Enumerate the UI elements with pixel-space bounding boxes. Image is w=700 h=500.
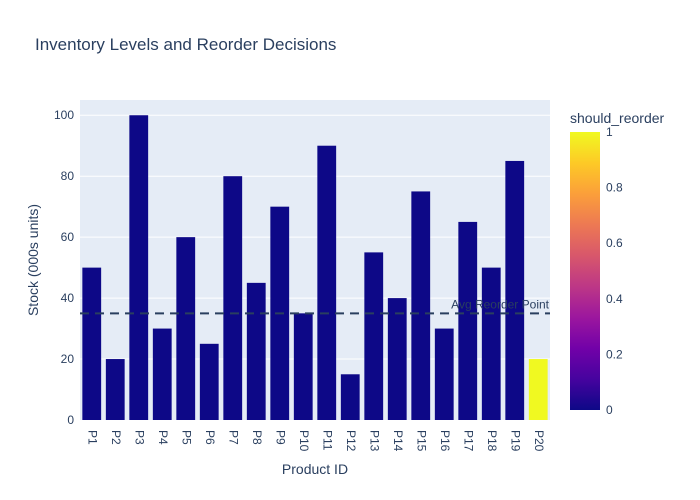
y-tick-label: 20 [61, 352, 75, 366]
reference-line-label: Avg Reorder Point [451, 297, 550, 311]
bar-p20[interactable] [528, 359, 548, 420]
x-tick-label: P5 [180, 430, 194, 445]
x-tick-label: P11 [321, 430, 335, 451]
y-tick-label: 80 [61, 169, 75, 183]
colorbar-title: should_reorder [570, 110, 665, 126]
x-tick-label: P12 [344, 430, 358, 452]
bar-p16[interactable] [434, 328, 454, 420]
x-tick-label: P20 [532, 430, 546, 452]
bar-p14[interactable] [387, 298, 407, 420]
y-axis: 0 20 40 60 80 100 [54, 108, 74, 427]
y-tick-label: 100 [54, 108, 74, 122]
colorbar-tick-label: 1 [606, 125, 613, 139]
bar-p7[interactable] [223, 176, 243, 420]
x-tick-label: P6 [203, 430, 217, 445]
bar-p3[interactable] [129, 115, 149, 420]
bar-p5[interactable] [176, 237, 196, 420]
x-axis: P1 P2 P3 P4 P5 P6 P7 P8 P9 P10 P11 P12 P13 P14 P15 P16 P… [86, 430, 547, 452]
colorbar-tick-label: 0.6 [606, 236, 623, 250]
x-tick-label: P17 [462, 430, 476, 452]
x-tick-label: P7 [227, 430, 241, 445]
x-tick-label: P18 [485, 430, 499, 452]
x-tick-label: P15 [415, 430, 429, 452]
x-tick-label: P19 [509, 430, 523, 452]
colorbar-tick-label: 0.4 [606, 292, 623, 306]
bar-p10[interactable] [293, 313, 313, 420]
x-tick-label: P3 [133, 430, 147, 445]
colorbar-tick-label: 0.8 [606, 181, 623, 195]
bar-p8[interactable] [246, 282, 266, 420]
plot-area [80, 100, 550, 420]
bar-p18[interactable] [481, 267, 501, 420]
chart-title: Inventory Levels and Reorder Decisions [35, 35, 336, 54]
y-tick-label: 0 [67, 413, 74, 427]
x-tick-label: P13 [368, 430, 382, 452]
y-axis-label: Stock (000s units) [25, 204, 41, 316]
x-tick-label: P4 [156, 430, 170, 445]
x-tick-label: P8 [250, 430, 264, 445]
x-tick-label: P2 [109, 430, 123, 445]
x-tick-label: P16 [438, 430, 452, 452]
bar-p1[interactable] [82, 267, 102, 420]
x-axis-label: Product ID [282, 461, 348, 477]
colorbar-tick-label: 0.2 [606, 347, 623, 361]
bar-p15[interactable] [411, 191, 431, 420]
reference-line-group: Avg Reorder Point [80, 297, 550, 315]
x-tick-label: P10 [297, 430, 311, 452]
y-tick-label: 60 [61, 230, 75, 244]
colorbar-tick-label: 0 [606, 403, 613, 417]
colorbar-scale [570, 132, 600, 410]
bar-p2[interactable] [105, 359, 125, 420]
x-tick-label: P1 [86, 430, 100, 445]
bar-p12[interactable] [340, 374, 360, 420]
y-tick-label: 40 [61, 291, 75, 305]
bar-p4[interactable] [152, 328, 172, 420]
colorbar: should_reorder 0 0.2 0.4 0.6 0.8 1 [570, 110, 665, 417]
bars[interactable] [82, 115, 548, 420]
bar-p17[interactable] [458, 221, 478, 420]
x-tick-label: P14 [391, 430, 405, 452]
bar-p13[interactable] [364, 252, 384, 420]
bar-p6[interactable] [199, 343, 219, 420]
x-tick-label: P9 [274, 430, 288, 445]
bar-p19[interactable] [505, 160, 525, 420]
bar-p11[interactable] [317, 145, 337, 420]
